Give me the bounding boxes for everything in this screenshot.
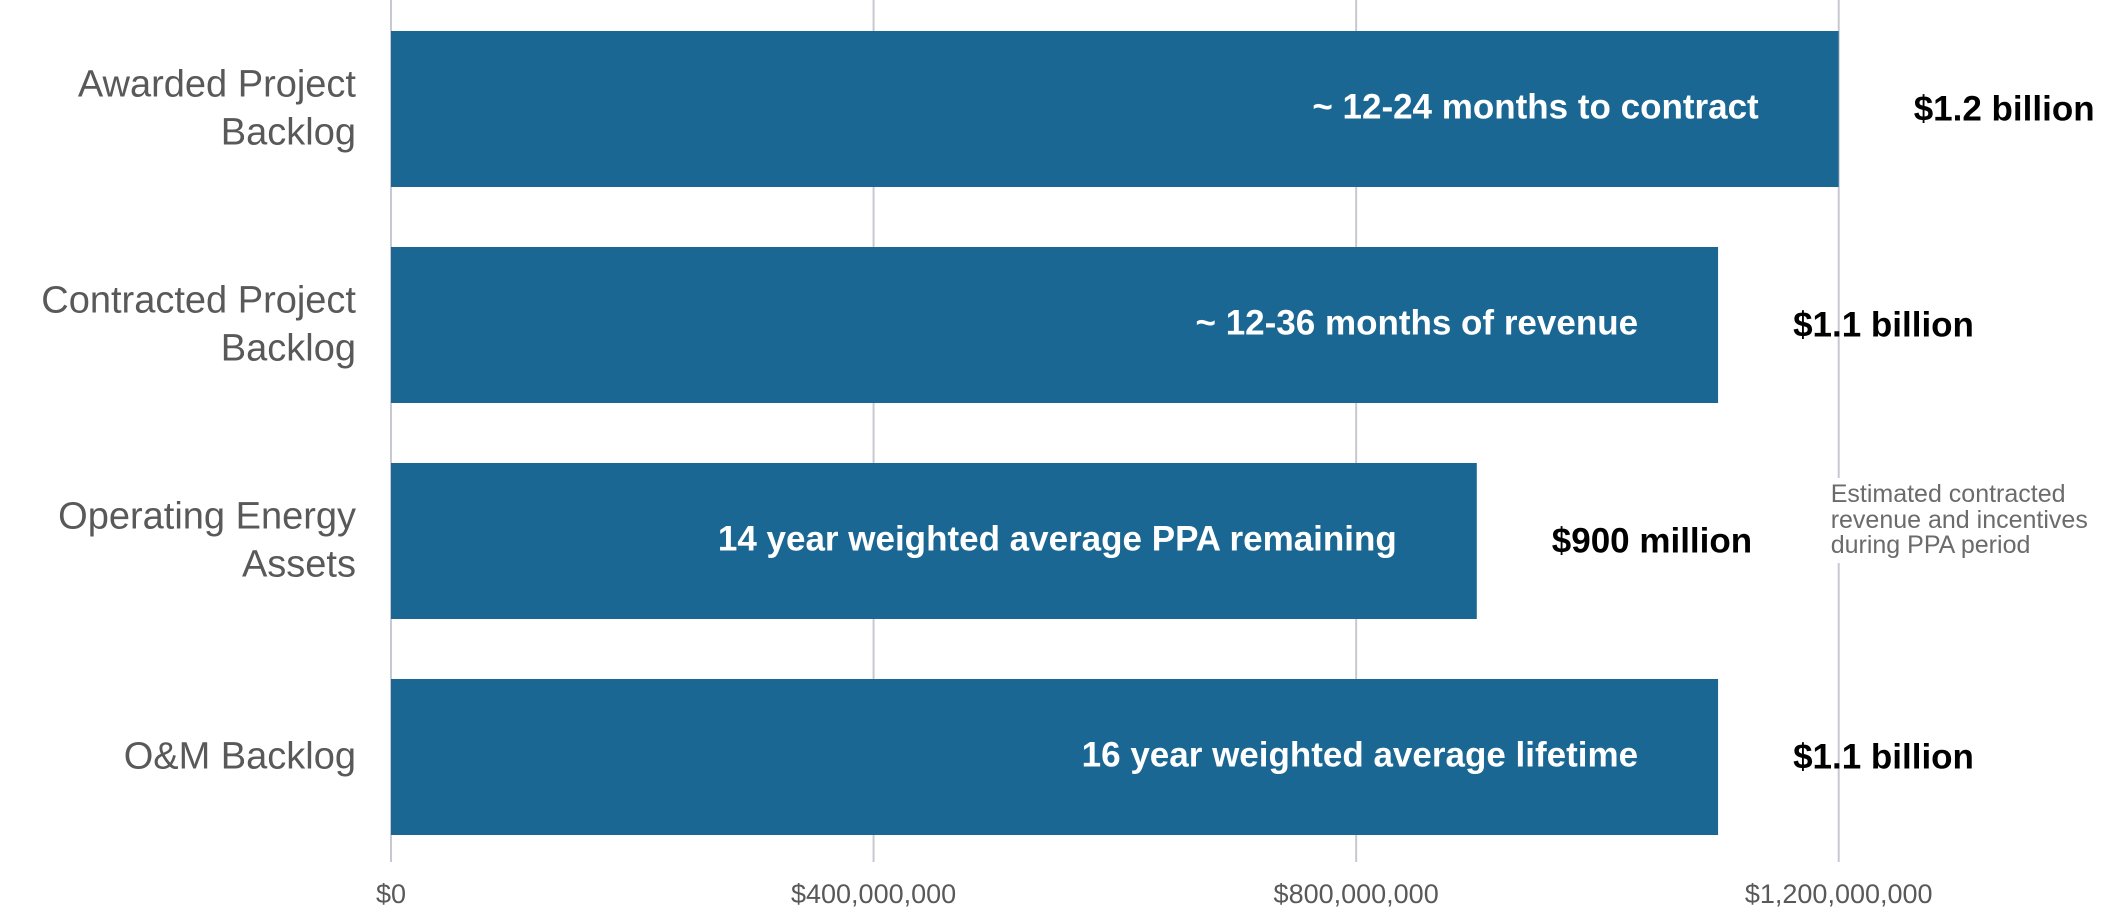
x-tick-label: $800,000,000 [1274, 879, 1439, 909]
category-label: O&M Backlog [123, 735, 356, 778]
bar-label: ~ 12-24 months to contract [1312, 87, 1759, 126]
bar-label: 14 year weighted average PPA remaining [718, 519, 1397, 558]
bar-label: ~ 12-36 months of revenue [1196, 303, 1639, 342]
x-tick-label: $1,200,000,000 [1745, 879, 1933, 909]
value-label: $1.1 billion [1793, 305, 1974, 344]
bar [391, 247, 1719, 403]
bar [391, 31, 1839, 187]
x-tick-label: $0 [376, 879, 406, 909]
value-label: $900 million [1552, 521, 1752, 560]
category-label: Awarded Project Backlog [77, 63, 356, 154]
category-label: Contracted Project Backlog [41, 279, 356, 370]
bar [391, 679, 1719, 835]
note: Estimated contracted revenue and incenti… [1830, 478, 2093, 563]
category-label: Operating Energy Assets [58, 495, 356, 586]
value-label: $1.1 billion [1793, 737, 1974, 776]
bar [391, 463, 1477, 619]
x-tick-label: $400,000,000 [791, 879, 956, 909]
bar-label: 16 year weighted average lifetime [1082, 735, 1638, 774]
value-label: $1.2 billion [1914, 89, 2095, 128]
